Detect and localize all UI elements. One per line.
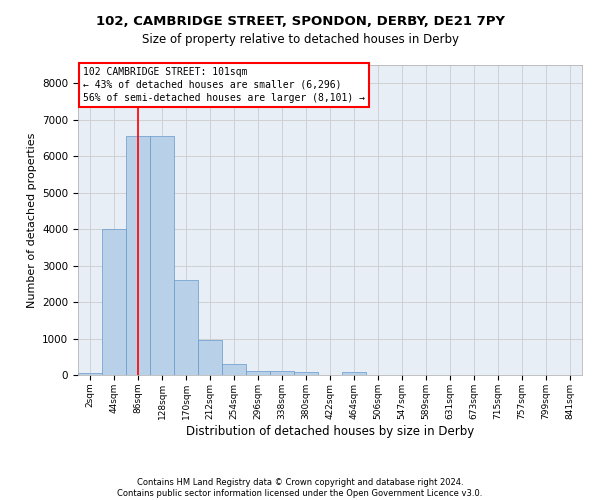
Bar <box>270 372 294 375</box>
Text: 102 CAMBRIDGE STREET: 101sqm
← 43% of detached houses are smaller (6,296)
56% of: 102 CAMBRIDGE STREET: 101sqm ← 43% of de… <box>83 66 365 103</box>
Bar <box>246 370 270 375</box>
Bar <box>78 373 102 375</box>
Bar <box>198 340 222 375</box>
Text: Size of property relative to detached houses in Derby: Size of property relative to detached ho… <box>142 32 458 46</box>
Bar <box>102 229 126 375</box>
Bar <box>150 136 174 375</box>
X-axis label: Distribution of detached houses by size in Derby: Distribution of detached houses by size … <box>186 424 474 438</box>
Bar <box>294 372 318 375</box>
Text: Contains HM Land Registry data © Crown copyright and database right 2024.
Contai: Contains HM Land Registry data © Crown c… <box>118 478 482 498</box>
Bar <box>126 136 150 375</box>
Bar <box>342 372 366 375</box>
Bar <box>174 280 198 375</box>
Text: 102, CAMBRIDGE STREET, SPONDON, DERBY, DE21 7PY: 102, CAMBRIDGE STREET, SPONDON, DERBY, D… <box>95 15 505 28</box>
Y-axis label: Number of detached properties: Number of detached properties <box>26 132 37 308</box>
Bar <box>222 364 246 375</box>
